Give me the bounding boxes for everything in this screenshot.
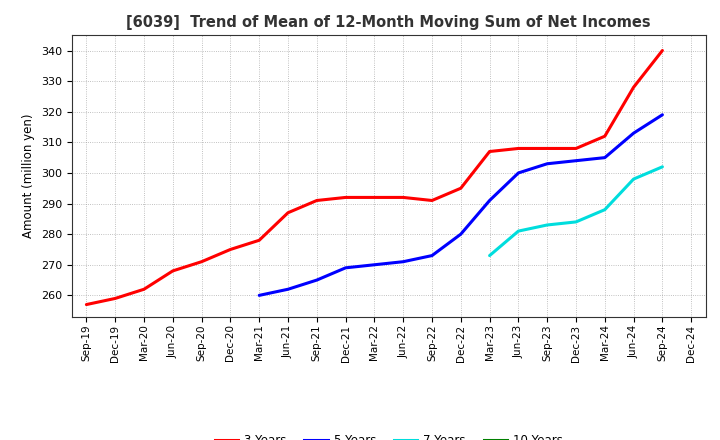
5 Years	[312, 278, 321, 283]
3 Years	[226, 247, 235, 252]
7 Years	[543, 222, 552, 227]
5 Years	[514, 170, 523, 176]
5 Years	[284, 286, 292, 292]
3 Years	[485, 149, 494, 154]
3 Years	[456, 186, 465, 191]
7 Years	[485, 253, 494, 258]
3 Years	[600, 134, 609, 139]
3 Years	[312, 198, 321, 203]
3 Years	[168, 268, 177, 274]
3 Years	[543, 146, 552, 151]
5 Years	[600, 155, 609, 160]
3 Years	[572, 146, 580, 151]
5 Years	[370, 262, 379, 268]
7 Years	[600, 207, 609, 213]
5 Years	[629, 131, 638, 136]
7 Years	[514, 228, 523, 234]
5 Years	[341, 265, 350, 271]
3 Years	[255, 238, 264, 243]
3 Years	[629, 84, 638, 90]
3 Years	[370, 195, 379, 200]
5 Years	[572, 158, 580, 163]
5 Years	[255, 293, 264, 298]
3 Years	[111, 296, 120, 301]
Title: [6039]  Trend of Mean of 12-Month Moving Sum of Net Incomes: [6039] Trend of Mean of 12-Month Moving …	[127, 15, 651, 30]
3 Years	[140, 286, 148, 292]
3 Years	[341, 195, 350, 200]
3 Years	[514, 146, 523, 151]
7 Years	[629, 176, 638, 182]
7 Years	[572, 219, 580, 224]
3 Years	[284, 210, 292, 215]
5 Years	[543, 161, 552, 166]
Legend: 3 Years, 5 Years, 7 Years, 10 Years: 3 Years, 5 Years, 7 Years, 10 Years	[210, 430, 567, 440]
3 Years	[428, 198, 436, 203]
7 Years	[658, 164, 667, 169]
5 Years	[485, 198, 494, 203]
3 Years	[197, 259, 206, 264]
5 Years	[658, 112, 667, 117]
Line: 3 Years: 3 Years	[86, 51, 662, 304]
Y-axis label: Amount (million yen): Amount (million yen)	[22, 114, 35, 238]
5 Years	[428, 253, 436, 258]
Line: 5 Years: 5 Years	[259, 115, 662, 295]
5 Years	[456, 231, 465, 237]
5 Years	[399, 259, 408, 264]
3 Years	[82, 302, 91, 307]
3 Years	[658, 48, 667, 53]
3 Years	[399, 195, 408, 200]
Line: 7 Years: 7 Years	[490, 167, 662, 256]
